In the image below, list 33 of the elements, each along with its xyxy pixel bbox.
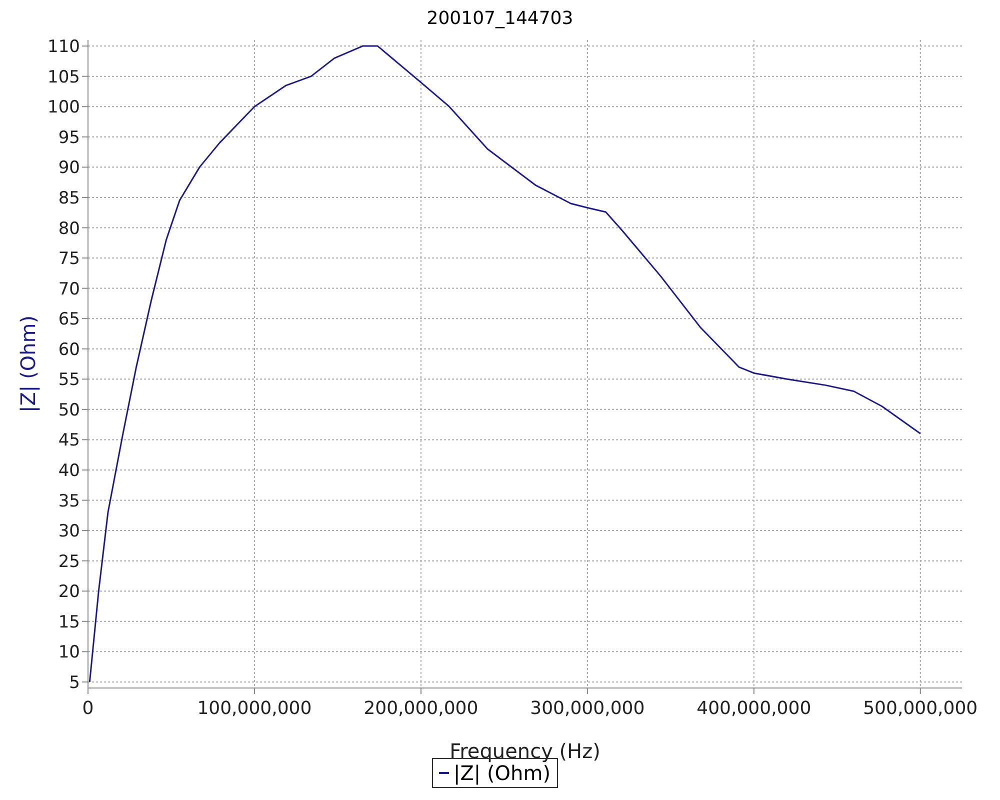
y-tick-label: 60 — [58, 340, 80, 360]
x-tick-label: 500,000,000 — [863, 698, 978, 719]
y-tick-label: 10 — [58, 642, 80, 663]
y-tick-label: 75 — [58, 249, 80, 270]
legend-label: |Z| (Ohm) — [453, 761, 551, 785]
y-tick-label: 85 — [58, 188, 80, 208]
line-series — [88, 45, 922, 683]
y-tick-label: 100 — [48, 98, 80, 118]
y-tick-label: 110 — [48, 37, 80, 58]
x-tick-label: 100,000,000 — [197, 698, 312, 719]
y-tick-label: 80 — [58, 218, 80, 239]
y-tick-label: 5 — [69, 672, 80, 693]
x-tick-label: 300,000,000 — [530, 698, 645, 719]
x-axis-title: Frequency (Hz) — [450, 739, 600, 763]
y-tick-label: 105 — [48, 67, 80, 88]
y-tick-label: 65 — [58, 310, 80, 330]
y-tick-label: 70 — [58, 279, 80, 300]
y-tick-label: 45 — [58, 430, 80, 451]
y-tick-label: 20 — [58, 582, 80, 602]
x-tick-label: 400,000,000 — [696, 698, 812, 719]
y-tick-label: 50 — [58, 400, 80, 420]
chart-title: 200107_144703 — [426, 8, 574, 31]
y-tick-label: 35 — [58, 491, 80, 512]
y-tick-label: 40 — [58, 461, 80, 482]
y-axis-title: |Z| (Ohm) — [16, 315, 40, 413]
y-tick-label: 25 — [58, 552, 80, 572]
y-tick-label: 55 — [58, 370, 80, 390]
x-tick-label: 200,000,000 — [364, 698, 478, 719]
y-tick-label: 95 — [58, 128, 80, 148]
y-tick-label: 30 — [58, 522, 80, 542]
y-tick-label: 90 — [58, 158, 80, 178]
x-tick-label: 0 — [82, 698, 94, 719]
y-tick-label: 15 — [58, 612, 80, 632]
